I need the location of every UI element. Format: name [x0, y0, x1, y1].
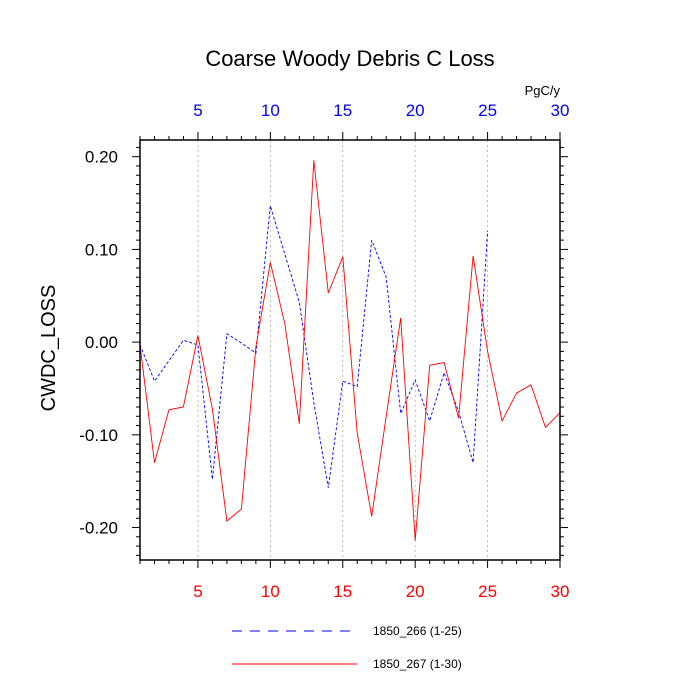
y-tick-label: 0.00: [85, 333, 118, 352]
series-line-1: [139, 205, 489, 488]
x-tick-label-bottom: 20: [406, 582, 425, 601]
x-tick-label-bottom: 10: [261, 582, 280, 601]
x-tick-label-bottom: 15: [333, 582, 352, 601]
x-tick-label-top: 5: [193, 101, 202, 120]
legend: 1850_266 (1-25) 1850_267 (1-30): [232, 624, 462, 671]
y-tick-label: -0.20: [79, 519, 118, 538]
y-axis-label: CWDC_LOSS: [38, 285, 60, 412]
x-tick-label-top: 30: [551, 101, 570, 120]
x-tick-label-top: 10: [261, 101, 280, 120]
x-tick-label-bottom: 5: [193, 582, 202, 601]
y-tick-label: -0.10: [79, 426, 118, 445]
axes: 5 5 10 10 15 15 20 20 25 25 30 30 0.20 0.10 0.00 -0.10 -…: [79, 101, 569, 601]
x-tick-label-top: 25: [478, 101, 497, 120]
x-tick-label-bottom: 30: [551, 582, 570, 601]
units-label: PgC/y: [525, 83, 561, 98]
y-tick-label: 0.10: [85, 240, 118, 259]
y-tick-label: 0.20: [85, 148, 118, 167]
x-tick-label-top: 20: [406, 101, 425, 120]
legend-label-1: 1850_266 (1-25): [373, 624, 462, 638]
series-lines: [139, 160, 561, 541]
grid-lines: [197, 140, 488, 560]
plot-frame: [139, 139, 561, 561]
x-tick-label-bottom: 25: [478, 582, 497, 601]
x-tick-label-top: 15: [333, 101, 352, 120]
series-line-2: [139, 160, 561, 541]
legend-label-2: 1850_267 (1-30): [373, 657, 462, 671]
chart-title: Coarse Woody Debris C Loss: [205, 46, 494, 71]
